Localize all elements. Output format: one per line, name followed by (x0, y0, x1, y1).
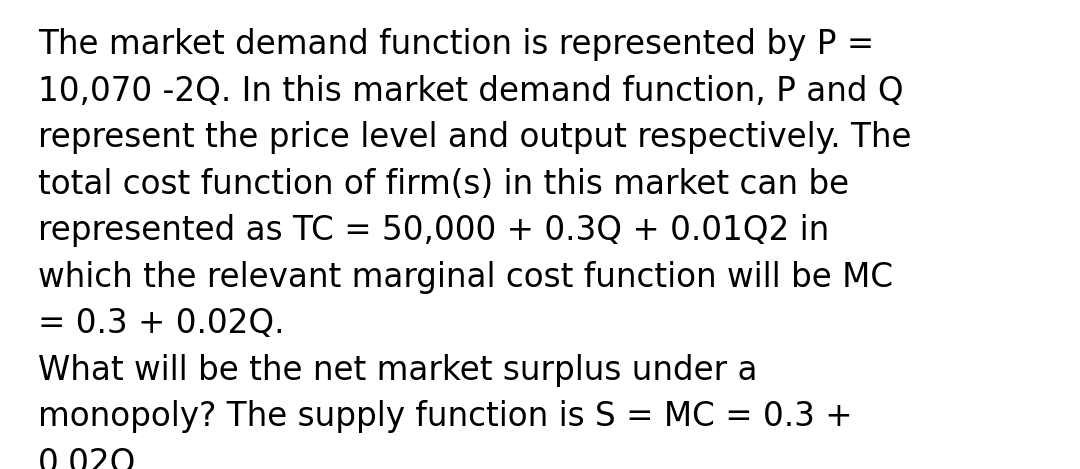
Text: The market demand function is represented by P =
10,070 -2Q. In this market dema: The market demand function is represente… (38, 28, 912, 469)
